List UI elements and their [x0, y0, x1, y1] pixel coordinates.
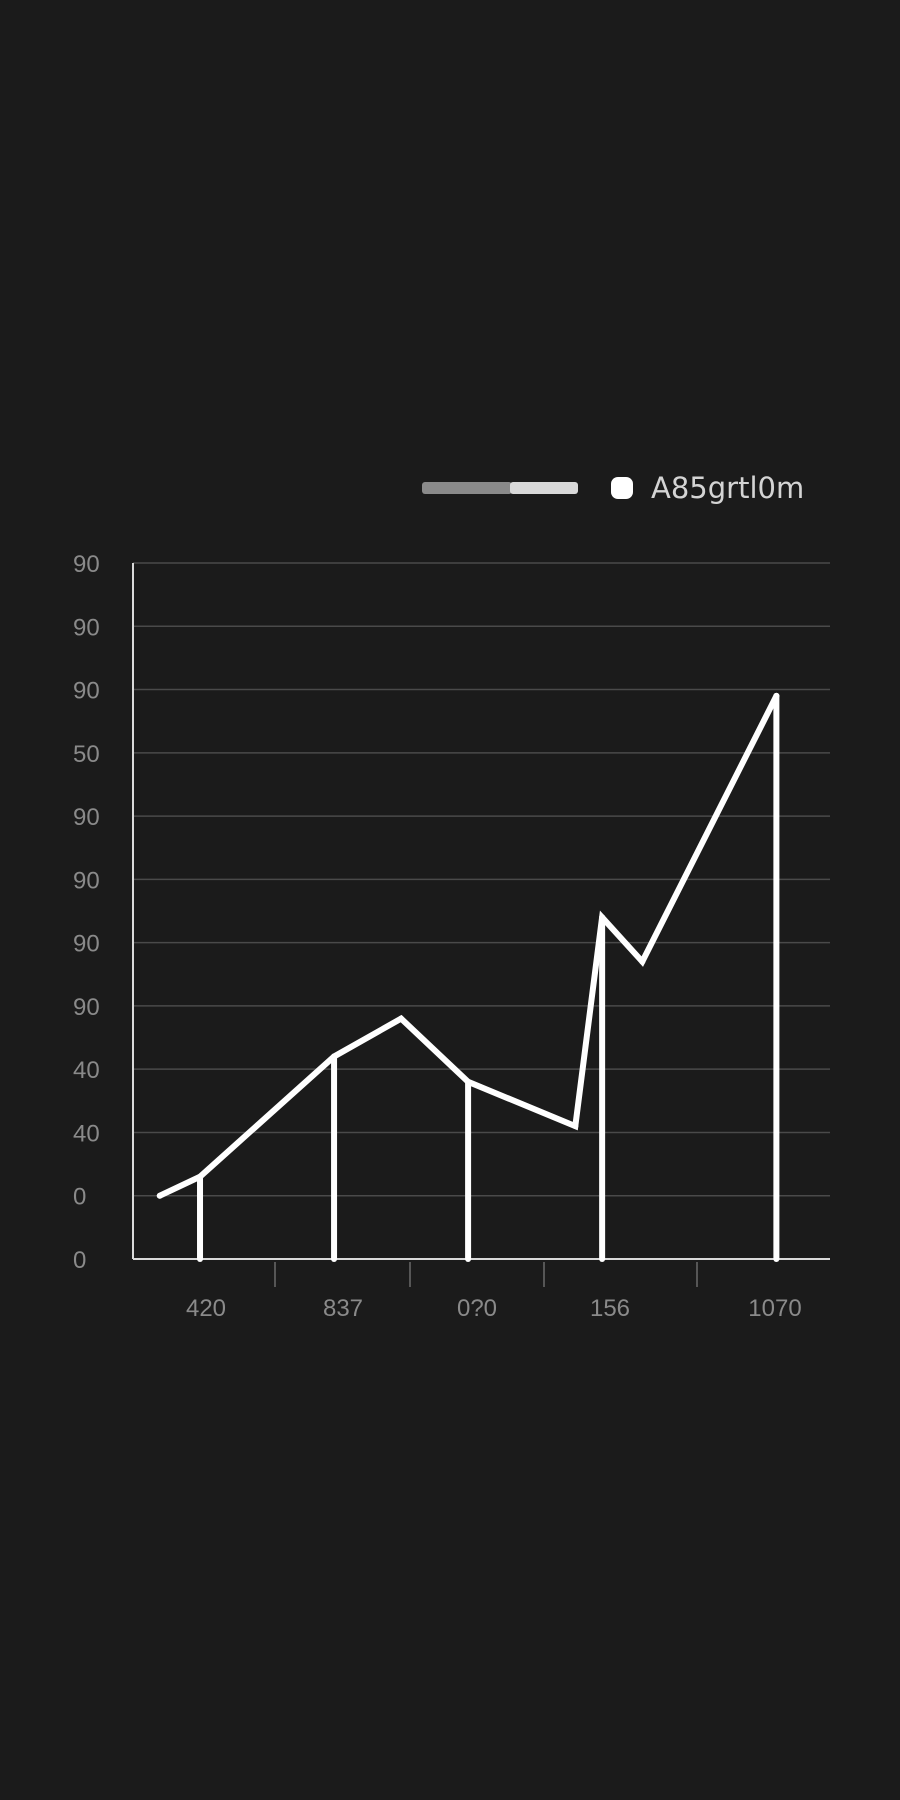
y-tick-label: 90 — [73, 678, 100, 705]
data-point — [465, 1078, 472, 1085]
x-axis-ticks: 420 837 0?0 156 1070 — [186, 1262, 802, 1322]
legend-bar-light — [510, 482, 578, 494]
data-point — [773, 692, 780, 699]
x-tick-label: 420 — [186, 1295, 226, 1322]
data-point — [572, 1123, 579, 1130]
x-tick-label: 0?0 — [457, 1295, 497, 1322]
y-axis-tick-labels: 0 0 40 40 90 90 90 90 50 90 90 90 — [73, 551, 100, 1274]
y-tick-label: 90 — [73, 994, 100, 1021]
y-tick-label: 0 — [73, 1247, 86, 1274]
data-point — [599, 914, 606, 921]
data-point — [197, 1173, 204, 1180]
y-tick-label: 0 — [73, 1184, 86, 1211]
y-tick-label: 90 — [73, 867, 100, 894]
legend: A85grtl0m — [422, 471, 804, 505]
data-point — [398, 1015, 405, 1022]
x-tick-label: 1070 — [748, 1295, 801, 1322]
legend-marker — [611, 477, 633, 499]
data-point — [639, 958, 646, 965]
data-point — [156, 1192, 163, 1199]
legend-label: A85grtl0m — [651, 471, 804, 505]
y-tick-label: 90 — [73, 931, 100, 958]
x-tick-label: 837 — [323, 1295, 363, 1322]
legend-bar-dark — [422, 482, 512, 494]
y-tick-label: 50 — [73, 741, 100, 768]
data-point — [331, 1053, 338, 1060]
y-tick-label: 90 — [73, 804, 100, 831]
y-tick-label: 90 — [73, 551, 100, 578]
series-group — [156, 692, 780, 1262]
grid-lines — [133, 562, 830, 1197]
x-tick-label: 156 — [590, 1295, 630, 1322]
y-tick-label: 40 — [73, 1120, 100, 1147]
y-tick-label: 90 — [73, 614, 100, 641]
y-tick-label: 40 — [73, 1057, 100, 1084]
